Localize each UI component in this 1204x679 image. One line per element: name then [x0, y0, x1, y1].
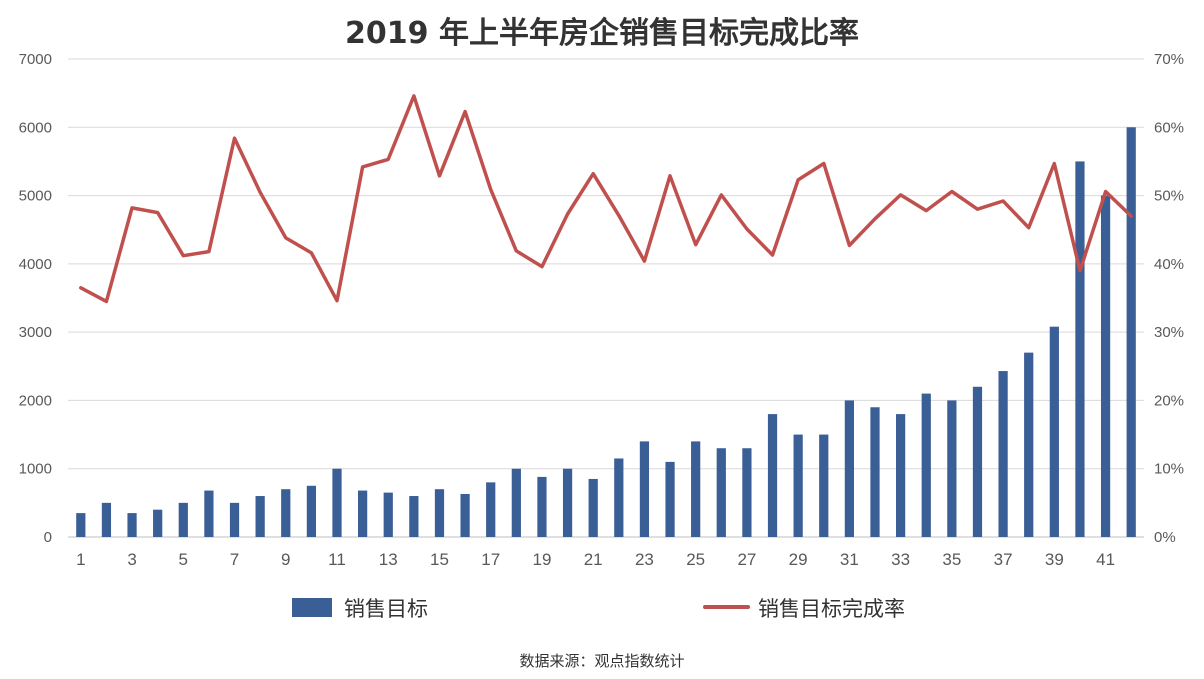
- x-tick-label: 27: [737, 550, 756, 569]
- bar: [665, 461, 675, 537]
- chart-title: 2019 年上半年房企销售目标完成比率: [345, 16, 859, 51]
- x-tick-label: 13: [379, 550, 398, 569]
- bar: [537, 476, 547, 537]
- bar: [1126, 127, 1136, 538]
- line-series: [79, 94, 1133, 304]
- x-tick-label: 23: [635, 550, 654, 569]
- bar: [511, 468, 521, 537]
- bar: [281, 489, 291, 537]
- legend: 销售目标 销售目标完成率: [292, 597, 905, 621]
- y-right-tick-label: 40%: [1154, 256, 1184, 273]
- bar: [434, 489, 445, 537]
- bar: [383, 492, 393, 537]
- bar: [460, 493, 470, 537]
- bar: [178, 502, 188, 537]
- y-left-tick-label: 5000: [19, 188, 52, 205]
- bar: [76, 513, 86, 537]
- bar: [255, 496, 265, 537]
- x-tick-label: 31: [840, 550, 859, 569]
- bar: [921, 393, 931, 537]
- bar: [1100, 195, 1111, 538]
- bar: [409, 496, 419, 537]
- bar-series: [76, 127, 1136, 538]
- y-right-tick-label: 50%: [1154, 188, 1184, 205]
- bar: [639, 441, 650, 537]
- bar: [1075, 161, 1085, 537]
- x-tick-label: 25: [686, 550, 705, 569]
- x-tick-label: 21: [584, 550, 603, 569]
- y-left-tick-label: 0: [44, 529, 52, 546]
- y-right-tick-label: 20%: [1154, 392, 1184, 409]
- bar: [127, 513, 137, 537]
- x-tick-label: 37: [994, 550, 1013, 569]
- x-tick-label: 7: [230, 550, 239, 569]
- x-tick-label: 17: [481, 550, 500, 569]
- bar: [691, 441, 701, 537]
- y-right-tick-label: 60%: [1154, 119, 1184, 136]
- y-left-tick-label: 2000: [19, 392, 52, 409]
- y-left-tick-label: 3000: [19, 324, 52, 341]
- bar: [332, 468, 342, 537]
- bar: [1024, 352, 1034, 537]
- bar: [562, 468, 573, 537]
- bar: [204, 490, 214, 537]
- bar: [793, 434, 803, 537]
- bar: [819, 434, 829, 537]
- y-left-tick-label: 7000: [19, 51, 52, 68]
- y-left-tick-label: 4000: [19, 256, 52, 273]
- x-tick-label: 39: [1045, 550, 1064, 569]
- bar: [486, 482, 496, 537]
- bar: [588, 478, 598, 537]
- bar: [306, 485, 316, 537]
- bar: [358, 490, 368, 537]
- legend-label-line: 销售目标完成率: [758, 597, 905, 621]
- y-right-tick-label: 70%: [1154, 51, 1184, 68]
- y-right-tick-label: 10%: [1154, 461, 1184, 478]
- bar: [896, 414, 906, 537]
- axes: 0 1000 2000 3000 4000 5000 6000 7000 0% 10% 20% 30%…: [19, 51, 1184, 569]
- bar: [1049, 326, 1059, 537]
- bar: [614, 458, 624, 537]
- x-tick-label: 33: [891, 550, 910, 569]
- x-tick-label: 3: [127, 550, 136, 569]
- legend-swatch-bar: [292, 598, 332, 617]
- bar: [947, 400, 957, 537]
- x-tick-label: 1: [76, 550, 85, 569]
- x-tick-label: 9: [281, 550, 290, 569]
- bar: [767, 414, 778, 537]
- bar: [101, 502, 112, 537]
- x-tick-label: 15: [430, 550, 449, 569]
- x-tick-label: 41: [1096, 550, 1115, 569]
- bar: [870, 407, 880, 537]
- y-right-tick-label: 30%: [1154, 324, 1184, 341]
- bar: [716, 448, 726, 537]
- x-tick-label: 11: [328, 550, 346, 569]
- completion-rate-line: [79, 94, 1133, 304]
- y-right-tick-label: 0%: [1154, 529, 1176, 546]
- bar: [742, 448, 752, 537]
- x-tick-label: 29: [789, 550, 808, 569]
- x-tick-label: 35: [942, 550, 961, 569]
- bar: [998, 371, 1008, 537]
- x-tick-label: 19: [532, 550, 551, 569]
- bar: [844, 400, 854, 537]
- bar: [229, 502, 240, 537]
- y-left-tick-label: 1000: [19, 461, 52, 478]
- source-note: 数据来源：观点指数统计: [519, 652, 685, 670]
- bar: [972, 386, 983, 537]
- gridlines: [68, 58, 1144, 538]
- bar: [153, 509, 163, 537]
- y-left-tick-label: 6000: [19, 119, 52, 136]
- legend-label-bar: 销售目标: [344, 597, 428, 621]
- x-tick-label: 5: [179, 550, 188, 569]
